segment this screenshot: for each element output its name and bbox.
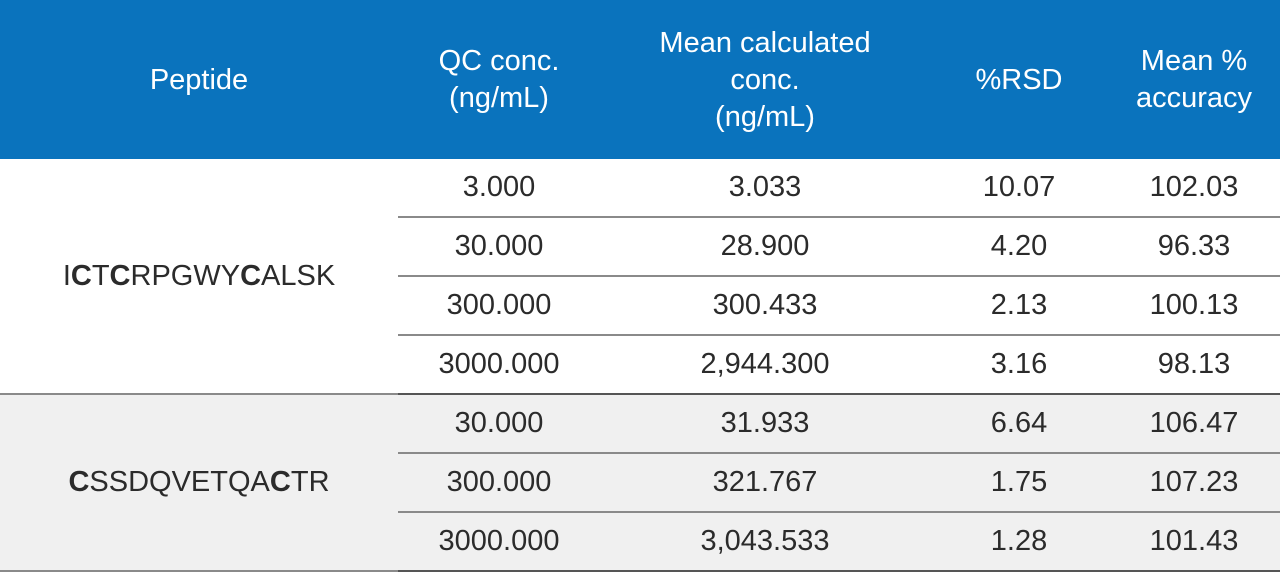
table-row: 300.000 300.433 2.13 100.13 xyxy=(0,276,1280,336)
mean-accuracy-cell: 98.13 xyxy=(1108,335,1280,395)
mean-accuracy-cell: 102.03 xyxy=(1108,159,1280,218)
mean-accuracy-cell: 107.23 xyxy=(1108,453,1280,513)
mean-calc-conc-cell: 3.033 xyxy=(600,159,930,218)
header-mean-calculated-conc: Mean calculated conc. (ng/mL) xyxy=(600,0,930,159)
peptide-group-2: CSSDQVETQACTR 30.000 31.933 6.64 106.47 300.0… xyxy=(0,394,1280,572)
mean-accuracy-cell: 96.33 xyxy=(1108,217,1280,277)
qc-conc-cell: 300.000 xyxy=(398,453,600,513)
qc-conc-cell: 30.000 xyxy=(398,394,600,454)
rsd-cell: 6.64 xyxy=(930,394,1108,454)
table-row: CSSDQVETQACTR 30.000 31.933 6.64 106.47 xyxy=(0,394,1280,572)
table-row: 300.000 321.767 1.75 107.23 xyxy=(0,453,1280,513)
table-row: 30.000 28.900 4.20 96.33 xyxy=(0,217,1280,277)
mean-accuracy-cell: 100.13 xyxy=(1108,276,1280,336)
peptide-segment: T xyxy=(91,259,110,292)
qc-conc-cell: 300.000 xyxy=(398,276,600,336)
header-qc-conc: QC conc. (ng/mL) xyxy=(398,0,600,159)
rsd-cell: 2.13 xyxy=(930,276,1108,336)
header-row: Peptide QC conc. (ng/mL) Mean calculated… xyxy=(0,0,1280,159)
peptide-segment: SSDQVETQA xyxy=(89,466,270,498)
qc-conc-cell: 3.000 xyxy=(398,159,600,218)
mean-calc-conc-cell: 31.933 xyxy=(600,394,930,454)
peptide-segment: TR xyxy=(290,466,330,498)
mean-accuracy-cell: 101.43 xyxy=(1108,512,1280,572)
peptide-segment: ALSK xyxy=(261,259,336,292)
mean-accuracy-cell: 106.47 xyxy=(1108,394,1280,454)
header-peptide: Peptide xyxy=(0,0,398,159)
header-mean-accuracy: Mean % accuracy xyxy=(1108,0,1280,159)
mean-calc-conc-cell: 300.433 xyxy=(600,276,930,336)
peptide-cysteine: C xyxy=(68,466,90,498)
qc-conc-cell: 3000.000 xyxy=(398,512,600,572)
mean-calc-conc-cell: 28.900 xyxy=(600,217,930,277)
table-row: 3000.000 3,043.533 1.28 101.43 xyxy=(0,512,1280,572)
mean-calc-conc-cell: 321.767 xyxy=(600,453,930,513)
rsd-cell: 3.16 xyxy=(930,335,1108,395)
rsd-cell: 1.28 xyxy=(930,512,1108,572)
peptide-cysteine: C xyxy=(240,259,262,292)
header-rsd: %RSD xyxy=(930,0,1108,159)
peptide-name: ICTCRPGWYCALSK xyxy=(0,159,398,395)
rsd-cell: 4.20 xyxy=(930,217,1108,277)
peptide-cysteine: C xyxy=(70,259,92,292)
peptide-group-1: ICTCRPGWYCALSK 3.000 3.033 10.07 102.03 30.00… xyxy=(0,159,1280,395)
mean-calc-conc-cell: 3,043.533 xyxy=(600,512,930,572)
peptide-name: CSSDQVETQACTR xyxy=(0,394,398,572)
peptide-segment: I xyxy=(62,259,71,292)
rsd-cell: 1.75 xyxy=(930,453,1108,513)
peptide-segment: RPGWY xyxy=(130,259,241,292)
table-row: 3000.000 2,944.300 3.16 98.13 xyxy=(0,335,1280,395)
rsd-cell: 10.07 xyxy=(930,159,1108,218)
peptide-cysteine: C xyxy=(109,259,131,292)
table-row: ICTCRPGWYCALSK 3.000 3.033 10.07 102.03 xyxy=(0,159,1280,395)
mean-calc-conc-cell: 2,944.300 xyxy=(600,335,930,395)
qc-conc-cell: 30.000 xyxy=(398,217,600,277)
qc-conc-cell: 3000.000 xyxy=(398,335,600,395)
peptide-cysteine: C xyxy=(269,466,291,498)
